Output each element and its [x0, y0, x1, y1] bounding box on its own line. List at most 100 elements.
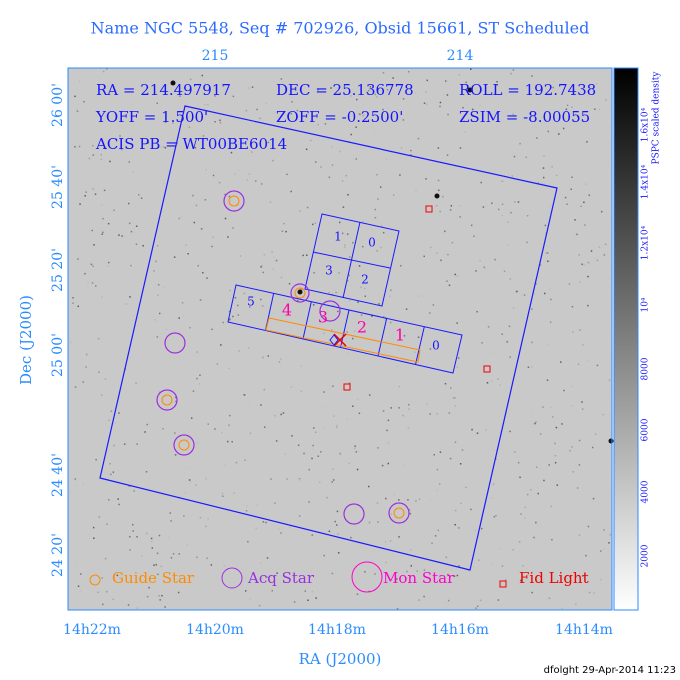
noise-dot: [571, 385, 574, 388]
noise-dot: [470, 68, 472, 70]
noise-dot: [444, 80, 447, 82]
noise-dot: [181, 302, 184, 304]
noise-dot: [549, 321, 552, 323]
noise-dot: [385, 158, 388, 161]
colorbar-tick-label: 8000: [641, 357, 651, 380]
noise-dot: [162, 90, 165, 92]
noise-dot: [444, 382, 447, 385]
noise-dot: [368, 485, 370, 488]
noise-dot: [374, 573, 376, 575]
noise-dot: [495, 514, 497, 517]
noise-dot: [496, 84, 499, 86]
noise-dot: [323, 391, 325, 393]
noise-dot: [492, 483, 495, 485]
noise-dot: [200, 228, 203, 230]
noise-dot: [116, 605, 118, 608]
noise-dot: [85, 366, 87, 368]
noise-dot: [425, 91, 427, 93]
noise-dot: [526, 493, 529, 496]
fid-light: [343, 383, 351, 391]
noise-dot: [543, 155, 545, 157]
noise-dot: [526, 215, 529, 217]
noise-dot: [531, 341, 533, 344]
noise-dot: [399, 174, 401, 176]
noise-dot: [104, 378, 107, 380]
noise-dot: [245, 510, 248, 512]
noise-dot: [382, 108, 384, 111]
noise-dot: [349, 256, 351, 258]
noise-dot: [526, 241, 528, 244]
colorbar-tick-label: 2000: [641, 544, 651, 567]
noise-dot: [84, 272, 86, 275]
noise-dot: [144, 431, 146, 433]
noise-dot: [314, 222, 317, 224]
noise-dot: [535, 521, 537, 524]
noise-dot: [212, 236, 214, 239]
star-field: [68, 68, 614, 610]
noise-dot: [135, 382, 137, 384]
noise-dot: [280, 532, 282, 534]
noise-dot: [95, 285, 97, 287]
noise-dot: [534, 537, 536, 540]
noise-dot: [356, 593, 359, 595]
noise-dot: [248, 173, 251, 175]
noise-dot: [384, 497, 387, 500]
noise-dot: [267, 355, 270, 357]
noise-dot: [512, 548, 514, 551]
noise-dot: [543, 479, 545, 482]
noise-dot: [362, 114, 364, 117]
noise-dot: [105, 590, 108, 593]
noise-dot: [214, 120, 216, 123]
noise-dot: [379, 186, 382, 188]
noise-dot: [566, 577, 569, 580]
noise-dot: [436, 412, 438, 415]
noise-dot: [280, 276, 283, 279]
noise-dot: [272, 256, 275, 258]
noise-dot: [603, 529, 605, 531]
noise-dot: [499, 547, 502, 550]
noise-dot: [163, 182, 165, 185]
noise-dot: [591, 446, 594, 449]
noise-dot: [224, 193, 226, 196]
noise-dot: [402, 98, 405, 100]
s-chip-label: 2: [357, 318, 367, 337]
noise-dot: [87, 281, 89, 283]
title: Name NGC 5548, Seq # 702926, Obsid 15661…: [91, 19, 590, 38]
noise-dot: [275, 259, 278, 262]
noise-dot: [74, 386, 77, 388]
noise-dot: [586, 360, 589, 362]
noise-dot: [260, 298, 262, 301]
noise-dot: [305, 148, 308, 151]
noise-dot: [548, 288, 551, 290]
noise-dot: [222, 321, 224, 324]
noise-dot: [288, 282, 291, 285]
noise-dot: [437, 529, 440, 532]
noise-dot: [512, 69, 515, 71]
i-chip-label: 0: [368, 236, 376, 250]
bright-star: [608, 438, 614, 444]
noise-dot: [344, 246, 346, 249]
noise-dot: [107, 261, 110, 264]
noise-dot: [544, 182, 546, 184]
noise-dot: [533, 536, 535, 539]
noise-dot: [300, 390, 303, 393]
noise-dot: [121, 235, 123, 237]
noise-dot: [555, 174, 558, 177]
noise-dot: [605, 99, 607, 101]
noise-dot: [356, 398, 359, 401]
noise-dot: [342, 206, 345, 208]
noise-dot: [576, 233, 578, 236]
noise-dot: [129, 296, 131, 298]
noise-dot: [578, 464, 581, 466]
noise-dot: [260, 562, 262, 564]
noise-dot: [248, 87, 250, 89]
noise-dot: [249, 598, 251, 600]
noise-dot: [180, 216, 183, 218]
noise-dot: [508, 325, 511, 328]
noise-dot: [491, 202, 493, 205]
colorbar-tick-label: 1.6x10⁴: [641, 107, 651, 142]
noise-dot: [156, 102, 158, 105]
noise-dot: [69, 341, 72, 344]
noise-dot: [156, 552, 159, 555]
noise-dot: [585, 554, 587, 557]
